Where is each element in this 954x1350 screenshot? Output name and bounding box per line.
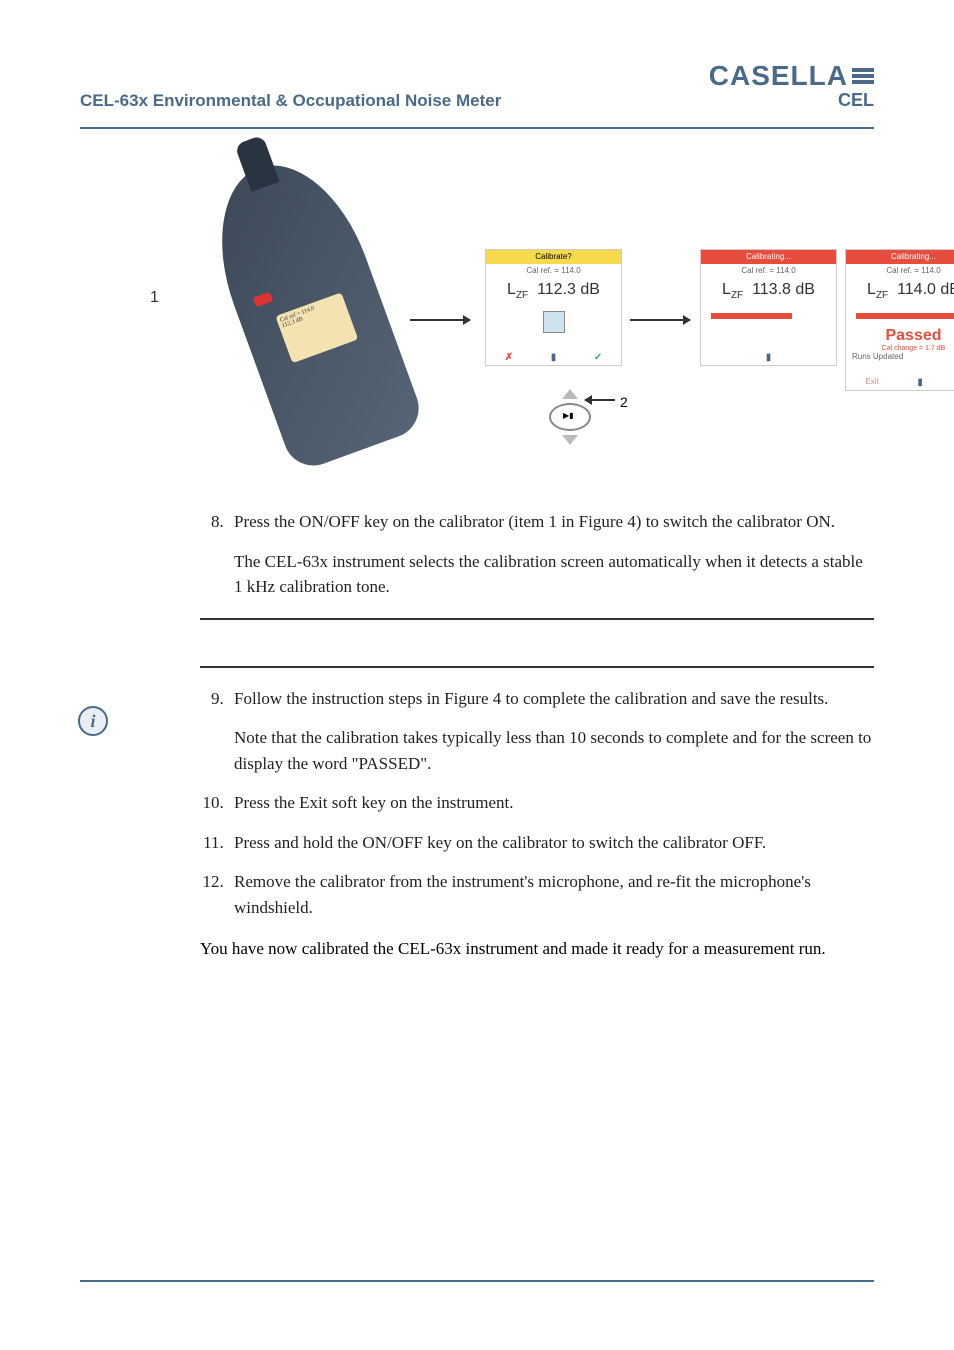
pause-icon: ▮ bbox=[917, 377, 923, 388]
sim-unit: dB bbox=[795, 281, 815, 298]
step-11: Press and hold the ON/OFF key on the cal… bbox=[228, 830, 874, 856]
step-9: Follow the instruction steps in Figure 4… bbox=[228, 686, 874, 777]
sim-value: LZF 112.3 dB bbox=[486, 277, 621, 305]
cal-change: Cal change = 1.7 dB bbox=[846, 345, 954, 352]
content-block: Press the ON/OFF key on the calibrator (… bbox=[200, 509, 874, 620]
logo-bars-icon bbox=[852, 66, 874, 86]
note-rule-top bbox=[200, 618, 874, 620]
sim-num: 113.8 bbox=[752, 281, 791, 298]
step-9-para: Note that the calibration takes typicall… bbox=[234, 725, 874, 776]
sim-value: LZF 113.8 dB bbox=[701, 277, 836, 305]
sim-sub: ZF bbox=[516, 290, 528, 301]
device-illustration: Cal ref = 114.0 112.3 dB bbox=[193, 144, 427, 474]
figure-4: 1 Cal ref = 114.0 112.3 dB Calibrate? Ca… bbox=[200, 159, 874, 479]
note-rule-bottom bbox=[200, 666, 874, 668]
sim-num: 114.0 bbox=[897, 281, 936, 298]
sim-stop-icon bbox=[543, 311, 565, 333]
progress-bar bbox=[856, 313, 954, 319]
sim-footer: ▮ bbox=[701, 352, 836, 363]
sim-prefix: L bbox=[867, 281, 876, 298]
footer-rule bbox=[80, 1280, 874, 1282]
page-header: CEL-63x Environmental & Occupational Noi… bbox=[80, 60, 874, 121]
progress-bar bbox=[711, 313, 792, 319]
runs-row: Runs Updated 0 / 0 bbox=[846, 352, 954, 361]
calibrator-cap bbox=[234, 135, 279, 192]
nav-circle-icon: ▶▮ bbox=[549, 403, 591, 431]
sim-sub: ZF bbox=[731, 290, 743, 301]
confirm-icon: ✓ bbox=[594, 352, 602, 363]
sim-value: LZF 114.0 dB bbox=[846, 277, 954, 305]
runs-label: Runs Updated bbox=[852, 352, 903, 361]
sim-num: 112.3 bbox=[537, 281, 576, 298]
cancel-icon: ✗ bbox=[505, 352, 513, 363]
logo-sub: CEL bbox=[709, 90, 874, 111]
sim-calref: Cal ref. = 114.0 bbox=[486, 264, 621, 277]
callout-2: 2 bbox=[620, 394, 628, 410]
step-list-2: Follow the instruction steps in Figure 4… bbox=[200, 686, 874, 921]
logo-text: CASELLA bbox=[709, 60, 848, 92]
sim-prefix: L bbox=[507, 281, 516, 298]
arrow-icon bbox=[410, 319, 470, 321]
sim-screen-calibrate: Calibrate? Cal ref. = 114.0 LZF 112.3 dB… bbox=[485, 249, 622, 366]
sim-unit: dB bbox=[940, 281, 954, 298]
info-icon: i bbox=[78, 706, 108, 736]
sim-unit: dB bbox=[580, 281, 600, 298]
sim-header: Calibrating... bbox=[701, 250, 836, 264]
sim-calref: Cal ref. = 114.0 bbox=[701, 264, 836, 277]
callout-1: 1 bbox=[150, 289, 159, 307]
step-12: Remove the calibrator from the instrumen… bbox=[228, 869, 874, 920]
step-8-para: The CEL-63x instrument selects the calib… bbox=[234, 549, 874, 600]
arrow-icon bbox=[630, 319, 690, 321]
step-8: Press the ON/OFF key on the calibrator (… bbox=[228, 509, 874, 600]
sim-footer: Exit ▮ bbox=[846, 377, 954, 388]
closing-paragraph: You have now calibrated the CEL-63x inst… bbox=[200, 936, 874, 962]
page: CEL-63x Environmental & Occupational Noi… bbox=[0, 0, 954, 1350]
device-screen: Cal ref = 114.0 112.3 dB bbox=[275, 292, 358, 363]
note-spacer: Follow the instruction steps in Figure 4… bbox=[200, 638, 874, 921]
header-title: CEL-63x Environmental & Occupational Noi… bbox=[80, 91, 501, 111]
sim-footer: ✗ ▮ ✓ bbox=[486, 352, 621, 363]
up-icon bbox=[562, 389, 578, 399]
step-8-text: Press the ON/OFF key on the calibrator (… bbox=[234, 512, 835, 531]
passed-label: Passed bbox=[846, 327, 954, 345]
step-10: Press the Exit soft key on the instrumen… bbox=[228, 790, 874, 816]
sim-sub: ZF bbox=[876, 290, 888, 301]
header-rule bbox=[80, 127, 874, 129]
logo-main: CASELLA bbox=[709, 60, 874, 92]
sim-screen-passed: Calibrating... Cal ref. = 114.0 LZF 114.… bbox=[845, 249, 954, 391]
sim-prefix: L bbox=[722, 281, 731, 298]
arrow-icon bbox=[585, 399, 615, 401]
pause-icon: ▮ bbox=[551, 352, 557, 363]
down-icon bbox=[562, 435, 578, 445]
step-list: Press the ON/OFF key on the calibrator (… bbox=[200, 509, 874, 600]
exit-label: Exit bbox=[865, 377, 878, 388]
sim-header: Calibrate? bbox=[486, 250, 621, 264]
sim-calref: Cal ref. = 114.0 bbox=[846, 264, 954, 277]
step-9-text: Follow the instruction steps in Figure 4… bbox=[234, 689, 828, 708]
device-power-button bbox=[253, 292, 273, 308]
logo: CASELLA CEL bbox=[709, 60, 874, 111]
sim-header: Calibrating... bbox=[846, 250, 954, 264]
pause-icon: ▮ bbox=[766, 352, 772, 363]
sim-screen-calibrating: Calibrating... Cal ref. = 114.0 LZF 113.… bbox=[700, 249, 837, 366]
